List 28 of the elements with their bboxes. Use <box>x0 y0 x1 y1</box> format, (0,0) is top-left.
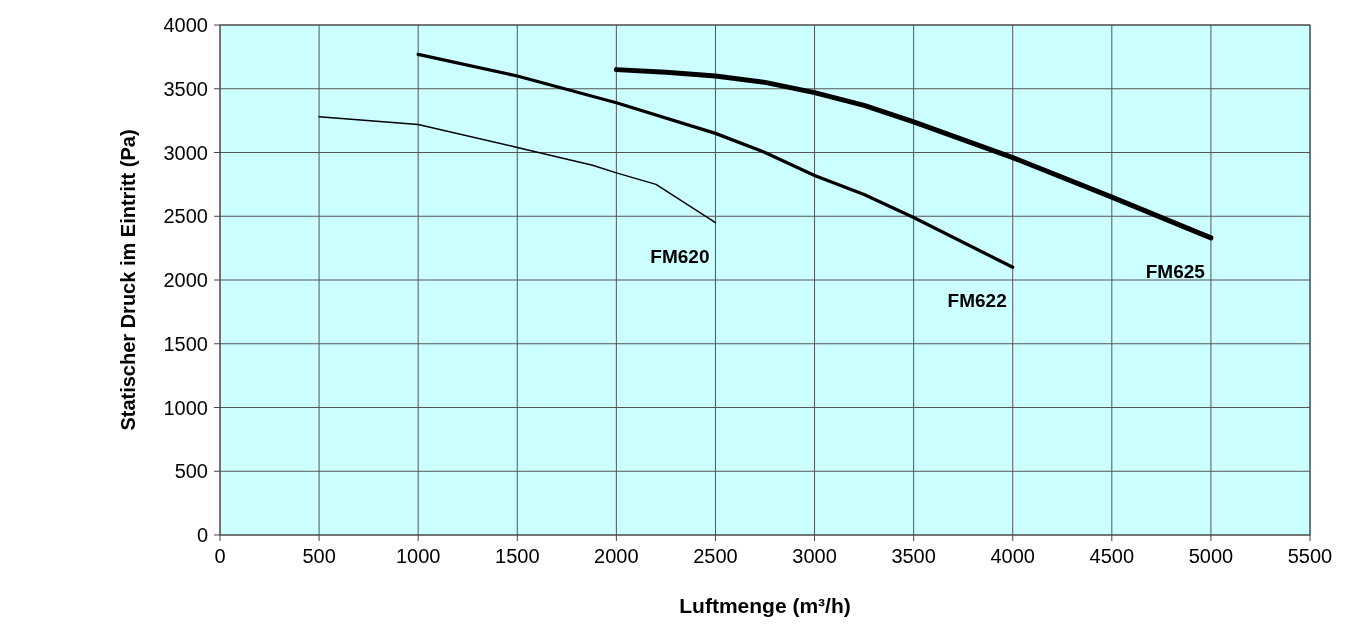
y-tick-label: 2500 <box>163 205 208 228</box>
x-tick-label: 2500 <box>693 545 738 567</box>
y-tick-label: 1500 <box>163 332 208 355</box>
y-tick-label: 2000 <box>163 269 208 291</box>
x-tick-label: 1000 <box>395 545 441 567</box>
x-tick-label: 0 <box>214 545 226 567</box>
y-tick-label: 4000 <box>163 14 208 36</box>
series-label: FM620 <box>650 245 710 267</box>
x-tick-label: 500 <box>302 545 336 567</box>
x-tick-label: 4000 <box>990 545 1035 567</box>
y-tick-label: 1000 <box>163 396 208 419</box>
x-tick-label: 4500 <box>1089 545 1135 567</box>
y-axis-title: Statischer Druck im Eintritt (Pa) <box>117 129 139 431</box>
x-tick-label: 3500 <box>891 545 936 567</box>
x-tick-label: 2000 <box>594 545 639 567</box>
line-series <box>318 116 717 224</box>
x-tick-label: 5500 <box>1287 545 1333 567</box>
x-axis-title: Luftmenge (m³/h) <box>679 594 851 617</box>
x-tick-label: 3000 <box>792 545 837 567</box>
x-tick-label: 1500 <box>495 545 540 567</box>
series-label: FM625 <box>1145 260 1206 282</box>
y-tick-label: 3000 <box>163 141 208 164</box>
y-tick-label: 3500 <box>163 77 208 100</box>
series-label: FM622 <box>947 290 1007 312</box>
y-tick-label: 500 <box>174 460 208 483</box>
x-tick-label: 5000 <box>1188 545 1234 567</box>
line-series <box>416 52 1015 269</box>
y-tick-label: 0 <box>196 524 208 546</box>
